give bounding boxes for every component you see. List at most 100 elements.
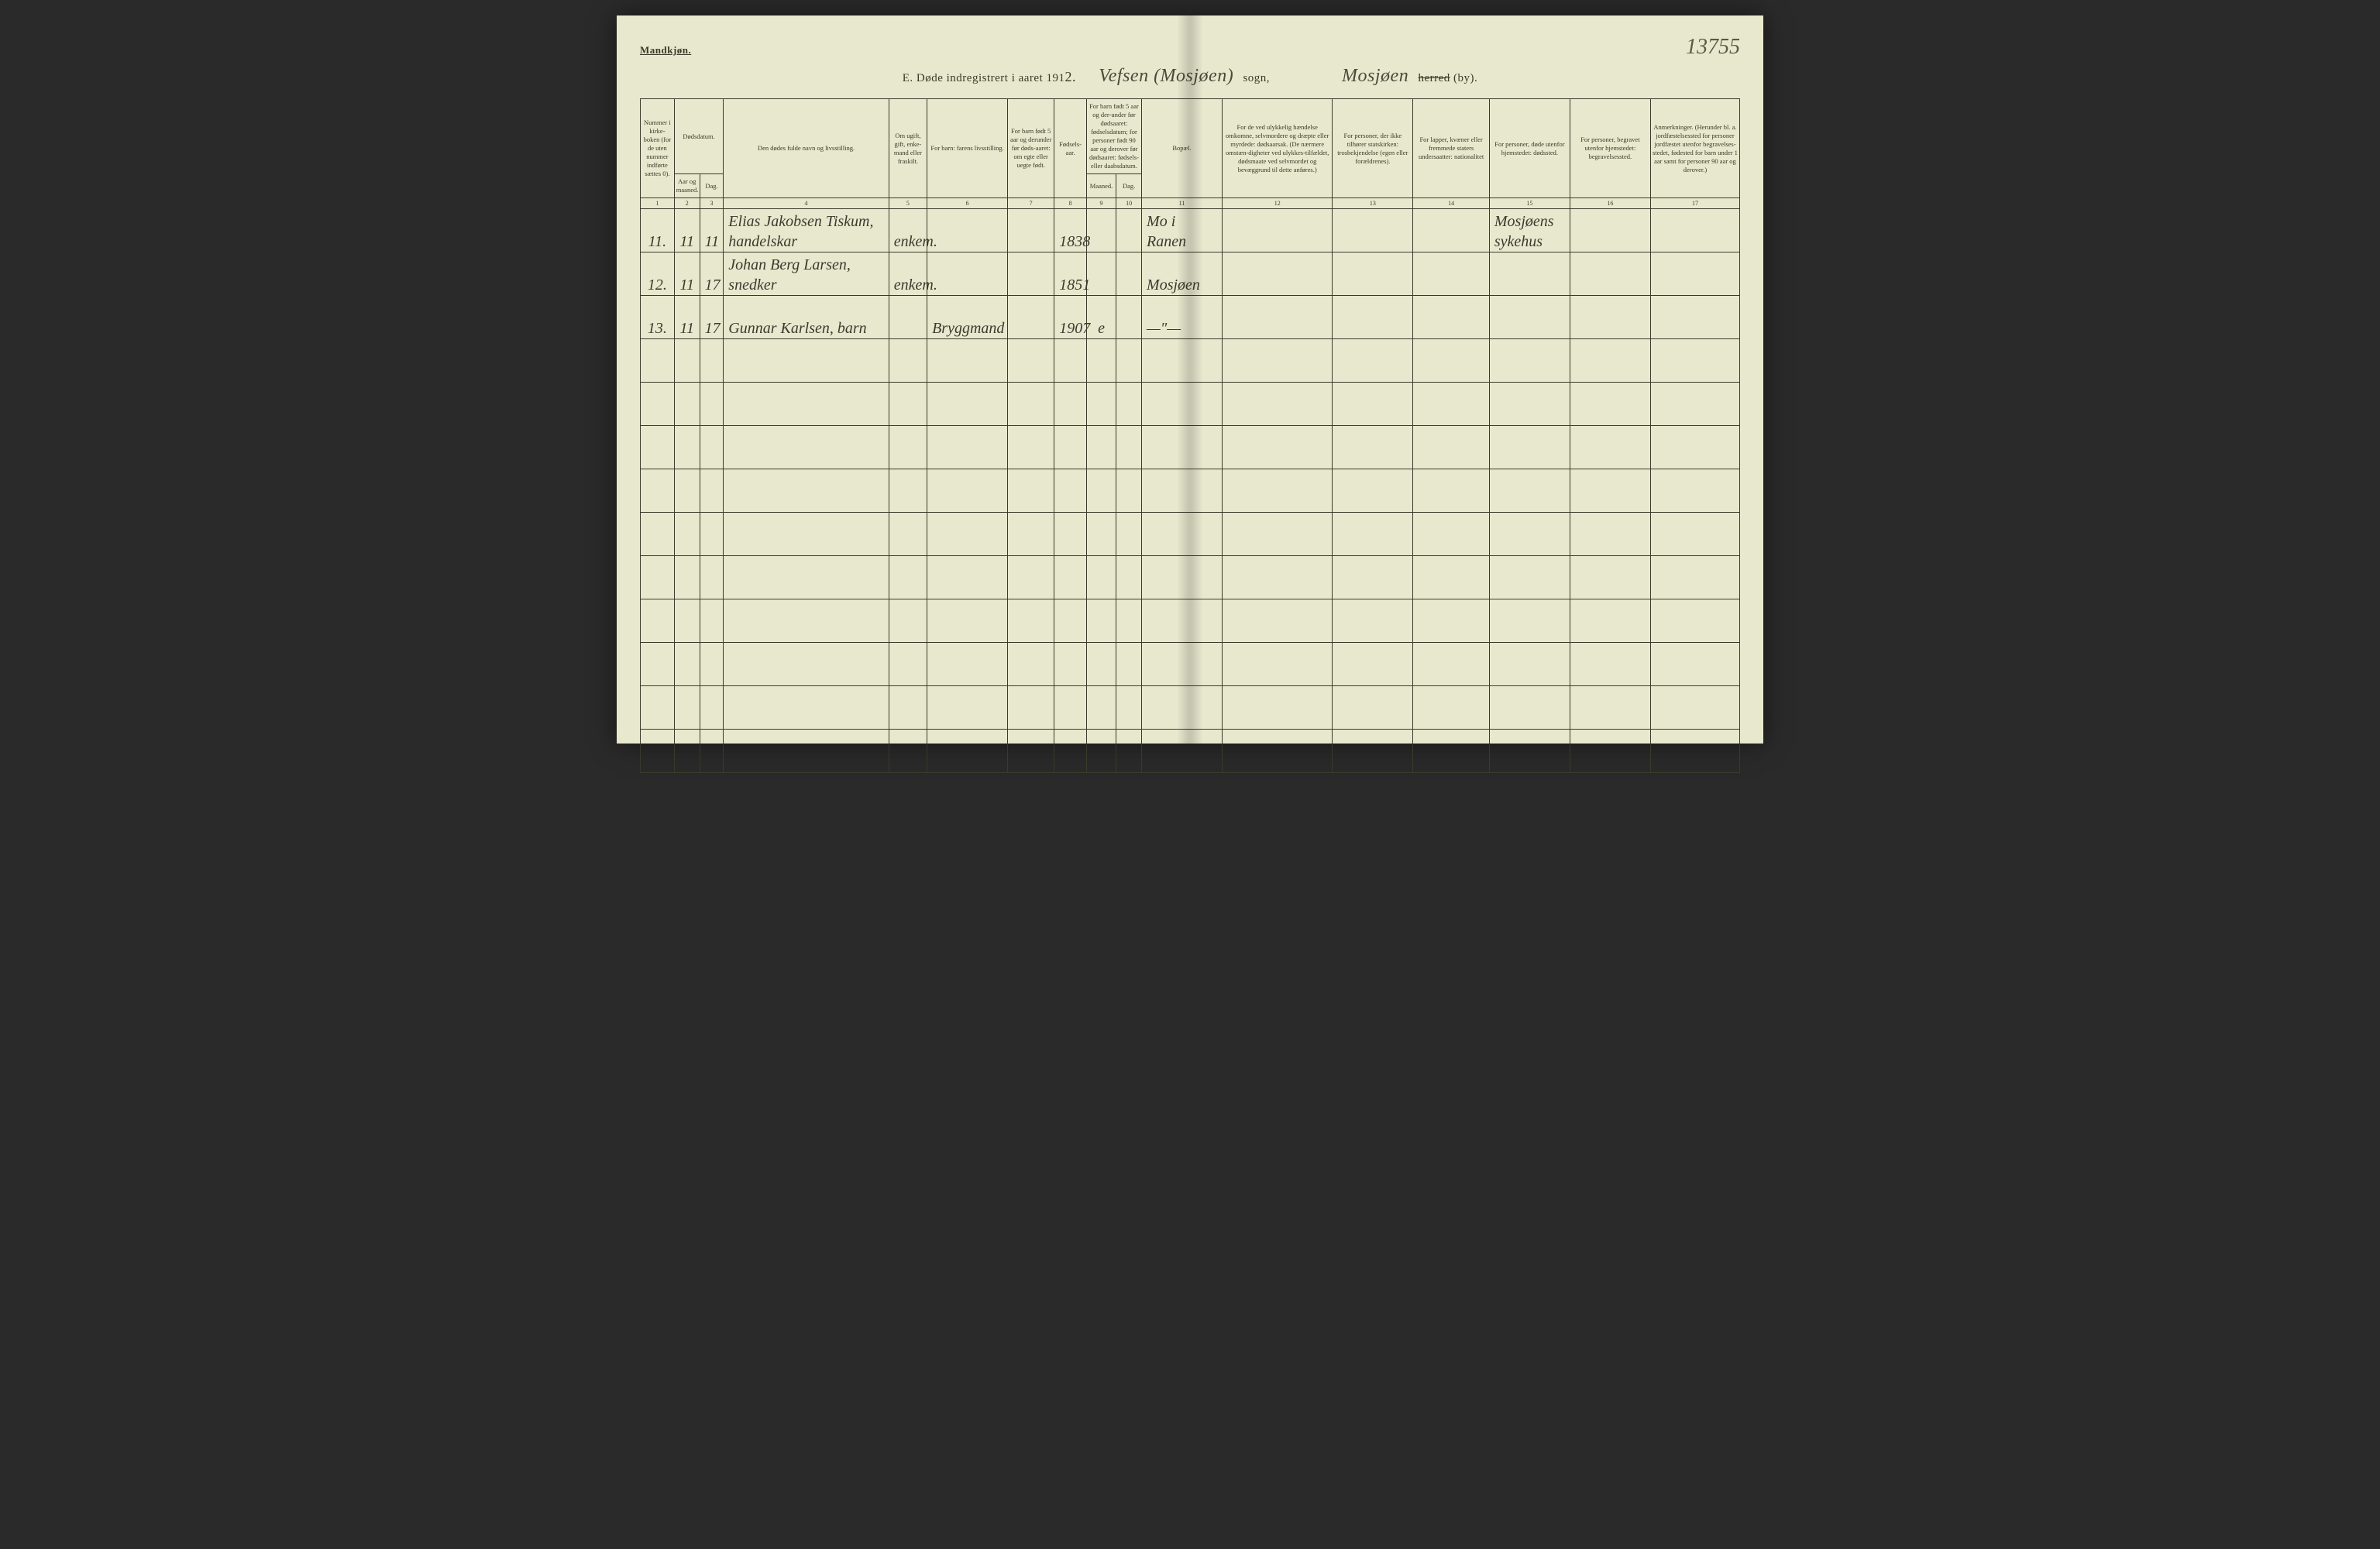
cell-c16 <box>1570 296 1650 339</box>
cell-empty <box>1116 383 1142 426</box>
cell-status: enkem. <box>889 209 927 252</box>
colnum: 13 <box>1333 198 1413 209</box>
cell-empty <box>1650 730 1739 773</box>
cell-empty <box>700 730 724 773</box>
cell-empty <box>641 513 675 556</box>
cell-empty <box>1570 426 1650 469</box>
cell-empty <box>1054 686 1087 730</box>
table-row-empty <box>641 730 1740 773</box>
cell-name: Elias Jakobsen Tiskum, handelskar <box>724 209 889 252</box>
cell-c14 <box>1413 252 1490 296</box>
cell-birth_note <box>1008 296 1054 339</box>
cell-c15: Mosjøens sykehus <box>1489 209 1570 252</box>
cell-c17 <box>1650 252 1739 296</box>
table-row-empty <box>641 469 1740 513</box>
header-day: Dag. <box>700 174 724 198</box>
cell-c12 <box>1223 252 1333 296</box>
cell-empty <box>1650 643 1739 686</box>
title-prefix: E. Døde indregistrert i aaret 191 <box>903 72 1065 84</box>
cell-empty <box>889 730 927 773</box>
register-table: Nummer i kirke-boken (for de uten nummer… <box>640 98 1740 773</box>
table-row-empty <box>641 426 1740 469</box>
colnum: 7 <box>1008 198 1054 209</box>
cell-c13 <box>1333 296 1413 339</box>
cell-empty <box>1116 556 1142 599</box>
header-deathplace: For personer, døde utenfor hjemstedet: d… <box>1489 99 1570 198</box>
cell-empty <box>1223 643 1333 686</box>
cell-name: Gunnar Karlsen, barn <box>724 296 889 339</box>
cell-residence: Mosjøen <box>1142 252 1223 296</box>
cell-empty <box>889 383 927 426</box>
cell-empty <box>1116 730 1142 773</box>
cell-empty <box>674 469 700 513</box>
cell-empty <box>1116 469 1142 513</box>
cell-empty <box>641 643 675 686</box>
cell-empty <box>724 643 889 686</box>
cell-empty <box>700 426 724 469</box>
cell-empty <box>1413 426 1490 469</box>
cell-empty <box>724 513 889 556</box>
cell-empty <box>641 426 675 469</box>
title-year: 2. <box>1065 69 1077 84</box>
cell-day: 11 <box>700 209 724 252</box>
cell-empty <box>1489 469 1570 513</box>
cell-empty <box>724 686 889 730</box>
cell-residence: Mo i Ranen <box>1142 209 1223 252</box>
cell-empty <box>1570 513 1650 556</box>
cell-empty <box>889 339 927 383</box>
parish-label: sogn, <box>1243 72 1270 84</box>
cell-c17 <box>1650 296 1739 339</box>
table-row-empty <box>641 556 1740 599</box>
cell-empty <box>927 339 1008 383</box>
header-name: Den dødes fulde navn og livsstilling. <box>724 99 889 198</box>
table-row: 12.1117Johan Berg Larsen, snedkerenkem.1… <box>641 252 1740 296</box>
cell-day: 17 <box>700 296 724 339</box>
colnum: 1 <box>641 198 675 209</box>
cell-empty <box>641 556 675 599</box>
cell-empty <box>1650 426 1739 469</box>
cell-birth_year: 1851 <box>1054 252 1087 296</box>
cell-empty <box>1489 426 1570 469</box>
cell-empty <box>1570 556 1650 599</box>
gender-label: Mandkjøn. <box>640 44 691 57</box>
cell-month: 11 <box>674 209 700 252</box>
cell-empty <box>700 339 724 383</box>
cell-empty <box>1008 643 1054 686</box>
cell-birth_year: 1838 <box>1054 209 1087 252</box>
cell-bm <box>1086 252 1116 296</box>
colnum: 10 <box>1116 198 1142 209</box>
colnum: 17 <box>1650 198 1739 209</box>
cell-empty <box>674 730 700 773</box>
cell-empty <box>724 556 889 599</box>
cell-empty <box>1333 339 1413 383</box>
table-header: Nummer i kirke-boken (for de uten nummer… <box>641 99 1740 209</box>
cell-empty <box>1223 383 1333 426</box>
cell-empty <box>1086 599 1116 643</box>
cell-c14 <box>1413 296 1490 339</box>
cell-empty <box>1116 513 1142 556</box>
cell-birth_year: 1907 <box>1054 296 1087 339</box>
cell-empty <box>724 426 889 469</box>
cell-father <box>927 252 1008 296</box>
header-burialplace: For personer, begravet utenfor hjemstede… <box>1570 99 1650 198</box>
header-residence: Bopæl. <box>1142 99 1223 198</box>
cell-empty <box>927 686 1008 730</box>
table-row-empty <box>641 383 1740 426</box>
parish-script: Vefsen (Mosjøen) <box>1099 66 1233 87</box>
cell-empty <box>1333 556 1413 599</box>
header-cause: For de ved ulykkelig hændelse omkomne, s… <box>1223 99 1333 198</box>
cell-c15 <box>1489 296 1570 339</box>
table-row-empty <box>641 599 1740 643</box>
cell-empty <box>1333 730 1413 773</box>
column-number-row: 1 2 3 4 5 6 7 8 9 10 11 12 13 14 15 16 1… <box>641 198 1740 209</box>
cell-num: 12. <box>641 252 675 296</box>
cell-empty <box>1413 556 1490 599</box>
colnum: 8 <box>1054 198 1087 209</box>
cell-bm <box>1086 209 1116 252</box>
header-deathdate: Dødsdatum. <box>674 99 724 174</box>
cell-empty <box>1570 643 1650 686</box>
cell-empty <box>1142 730 1223 773</box>
cell-empty <box>1650 383 1739 426</box>
colnum: 3 <box>700 198 724 209</box>
cell-empty <box>1413 730 1490 773</box>
